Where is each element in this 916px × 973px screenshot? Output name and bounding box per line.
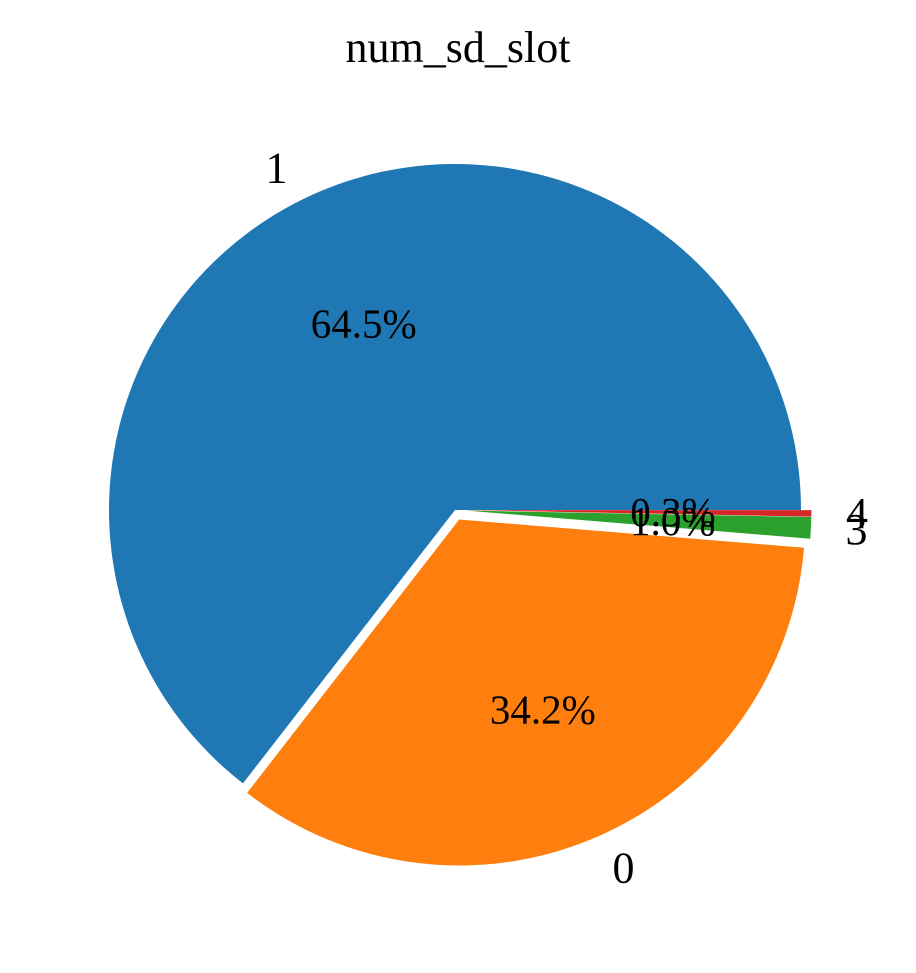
- pct-label-3: 1.0%: [630, 498, 715, 544]
- pie-slices: [108, 163, 812, 866]
- pie-slice-1: [108, 163, 802, 784]
- chart-title: num_sd_slot: [346, 23, 571, 72]
- slice-label-3: 3: [845, 505, 867, 554]
- pct-label-4: 0.3%: [630, 489, 715, 535]
- pie-slice-3: [465, 510, 812, 539]
- pie-slice-4: [465, 510, 812, 517]
- pie-labels: 1 64.5% 0 34.2% 3 1.0% 4 0.3%: [266, 144, 868, 893]
- slice-label-1: 1: [266, 144, 288, 193]
- pct-label-1: 64.5%: [311, 301, 417, 347]
- pie-slice-0: [247, 519, 805, 866]
- slice-label-4: 4: [846, 489, 868, 538]
- pct-label-0: 34.2%: [490, 687, 596, 733]
- slice-label-0: 0: [613, 843, 635, 892]
